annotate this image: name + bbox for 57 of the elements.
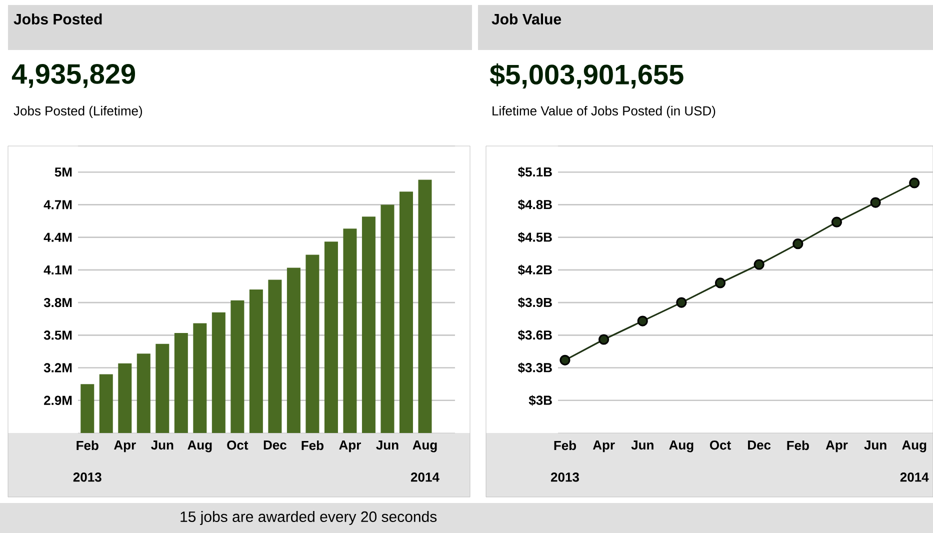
y-tick-label: $3B <box>528 395 552 406</box>
x-tick-label: Apr <box>826 440 848 452</box>
y-tick-label: 4.1M <box>44 265 72 274</box>
point <box>676 297 687 308</box>
point <box>598 334 610 345</box>
x-tick-label: Dec <box>748 440 771 450</box>
y-tick-label: $3.3B <box>518 362 552 374</box>
point <box>870 197 881 208</box>
text: 2013 <box>550 472 579 482</box>
x-tick-label: Dec <box>264 440 286 450</box>
point <box>560 354 570 366</box>
x-tick-label: Apr <box>592 440 615 452</box>
text: 2014 <box>410 472 440 482</box>
point <box>831 216 842 228</box>
x-tick-label: Aug <box>669 440 694 452</box>
x-tick-label: Aug <box>188 440 212 452</box>
y-tick-label: 4.7M <box>44 200 72 210</box>
x-tick-label: Jun <box>631 440 654 450</box>
y-tick-label: 5M <box>54 168 72 177</box>
point <box>792 238 804 250</box>
y-tick-label: 2.9M <box>44 396 72 405</box>
chart-subtitle: $5,003,901,655 <box>490 63 684 89</box>
x-tick-label: Apr <box>114 440 136 452</box>
x-tick-label: Feb <box>302 440 324 450</box>
y-tick-label: $4.8B <box>518 199 552 210</box>
x-tick-label: Apr <box>339 440 361 452</box>
y-tick-label: 3.8M <box>44 298 72 308</box>
chart-title: Jobs Posted <box>14 13 102 24</box>
x-tick-label: Jun <box>151 440 174 450</box>
point <box>714 278 726 288</box>
chart-title: Job Value <box>492 13 562 24</box>
y-tick-label: $3.6B <box>518 330 552 340</box>
x-tick-label: Jun <box>864 440 886 450</box>
y-tick-label: $4.2B <box>518 264 552 276</box>
x-tick-label: Feb <box>787 440 809 450</box>
y-tick-label: $4.5B <box>518 232 552 243</box>
x-tick-label: Aug <box>902 440 926 452</box>
x-tick-label: Feb <box>76 440 98 450</box>
x-tick-label: Feb <box>554 440 576 450</box>
y-tick-label: $3.9B <box>518 297 552 308</box>
y-tick-label: 3.2M <box>44 363 72 372</box>
y-tick-label: 3.5M <box>44 330 72 340</box>
text: Jobs Posted (Lifetime) <box>14 106 142 118</box>
point <box>754 259 764 270</box>
x-tick-label: Oct <box>710 440 731 450</box>
point <box>909 178 920 188</box>
x-tick-label: Jun <box>376 440 398 450</box>
x-tick-label: Aug <box>412 440 437 452</box>
y-tick-label: $5.1B <box>518 166 552 178</box>
text: 15 jobs are awarded every 20 seconds <box>180 511 437 525</box>
x-tick-label: Oct <box>227 440 248 450</box>
y-tick-label: 4.4M <box>44 232 72 242</box>
text: Lifetime Value of Jobs Posted (in USD) <box>492 106 716 118</box>
point <box>637 316 648 326</box>
chart-subtitle: 4,935,829 <box>12 64 136 88</box>
text: 2014 <box>900 472 929 482</box>
text: 2013 <box>73 472 102 482</box>
